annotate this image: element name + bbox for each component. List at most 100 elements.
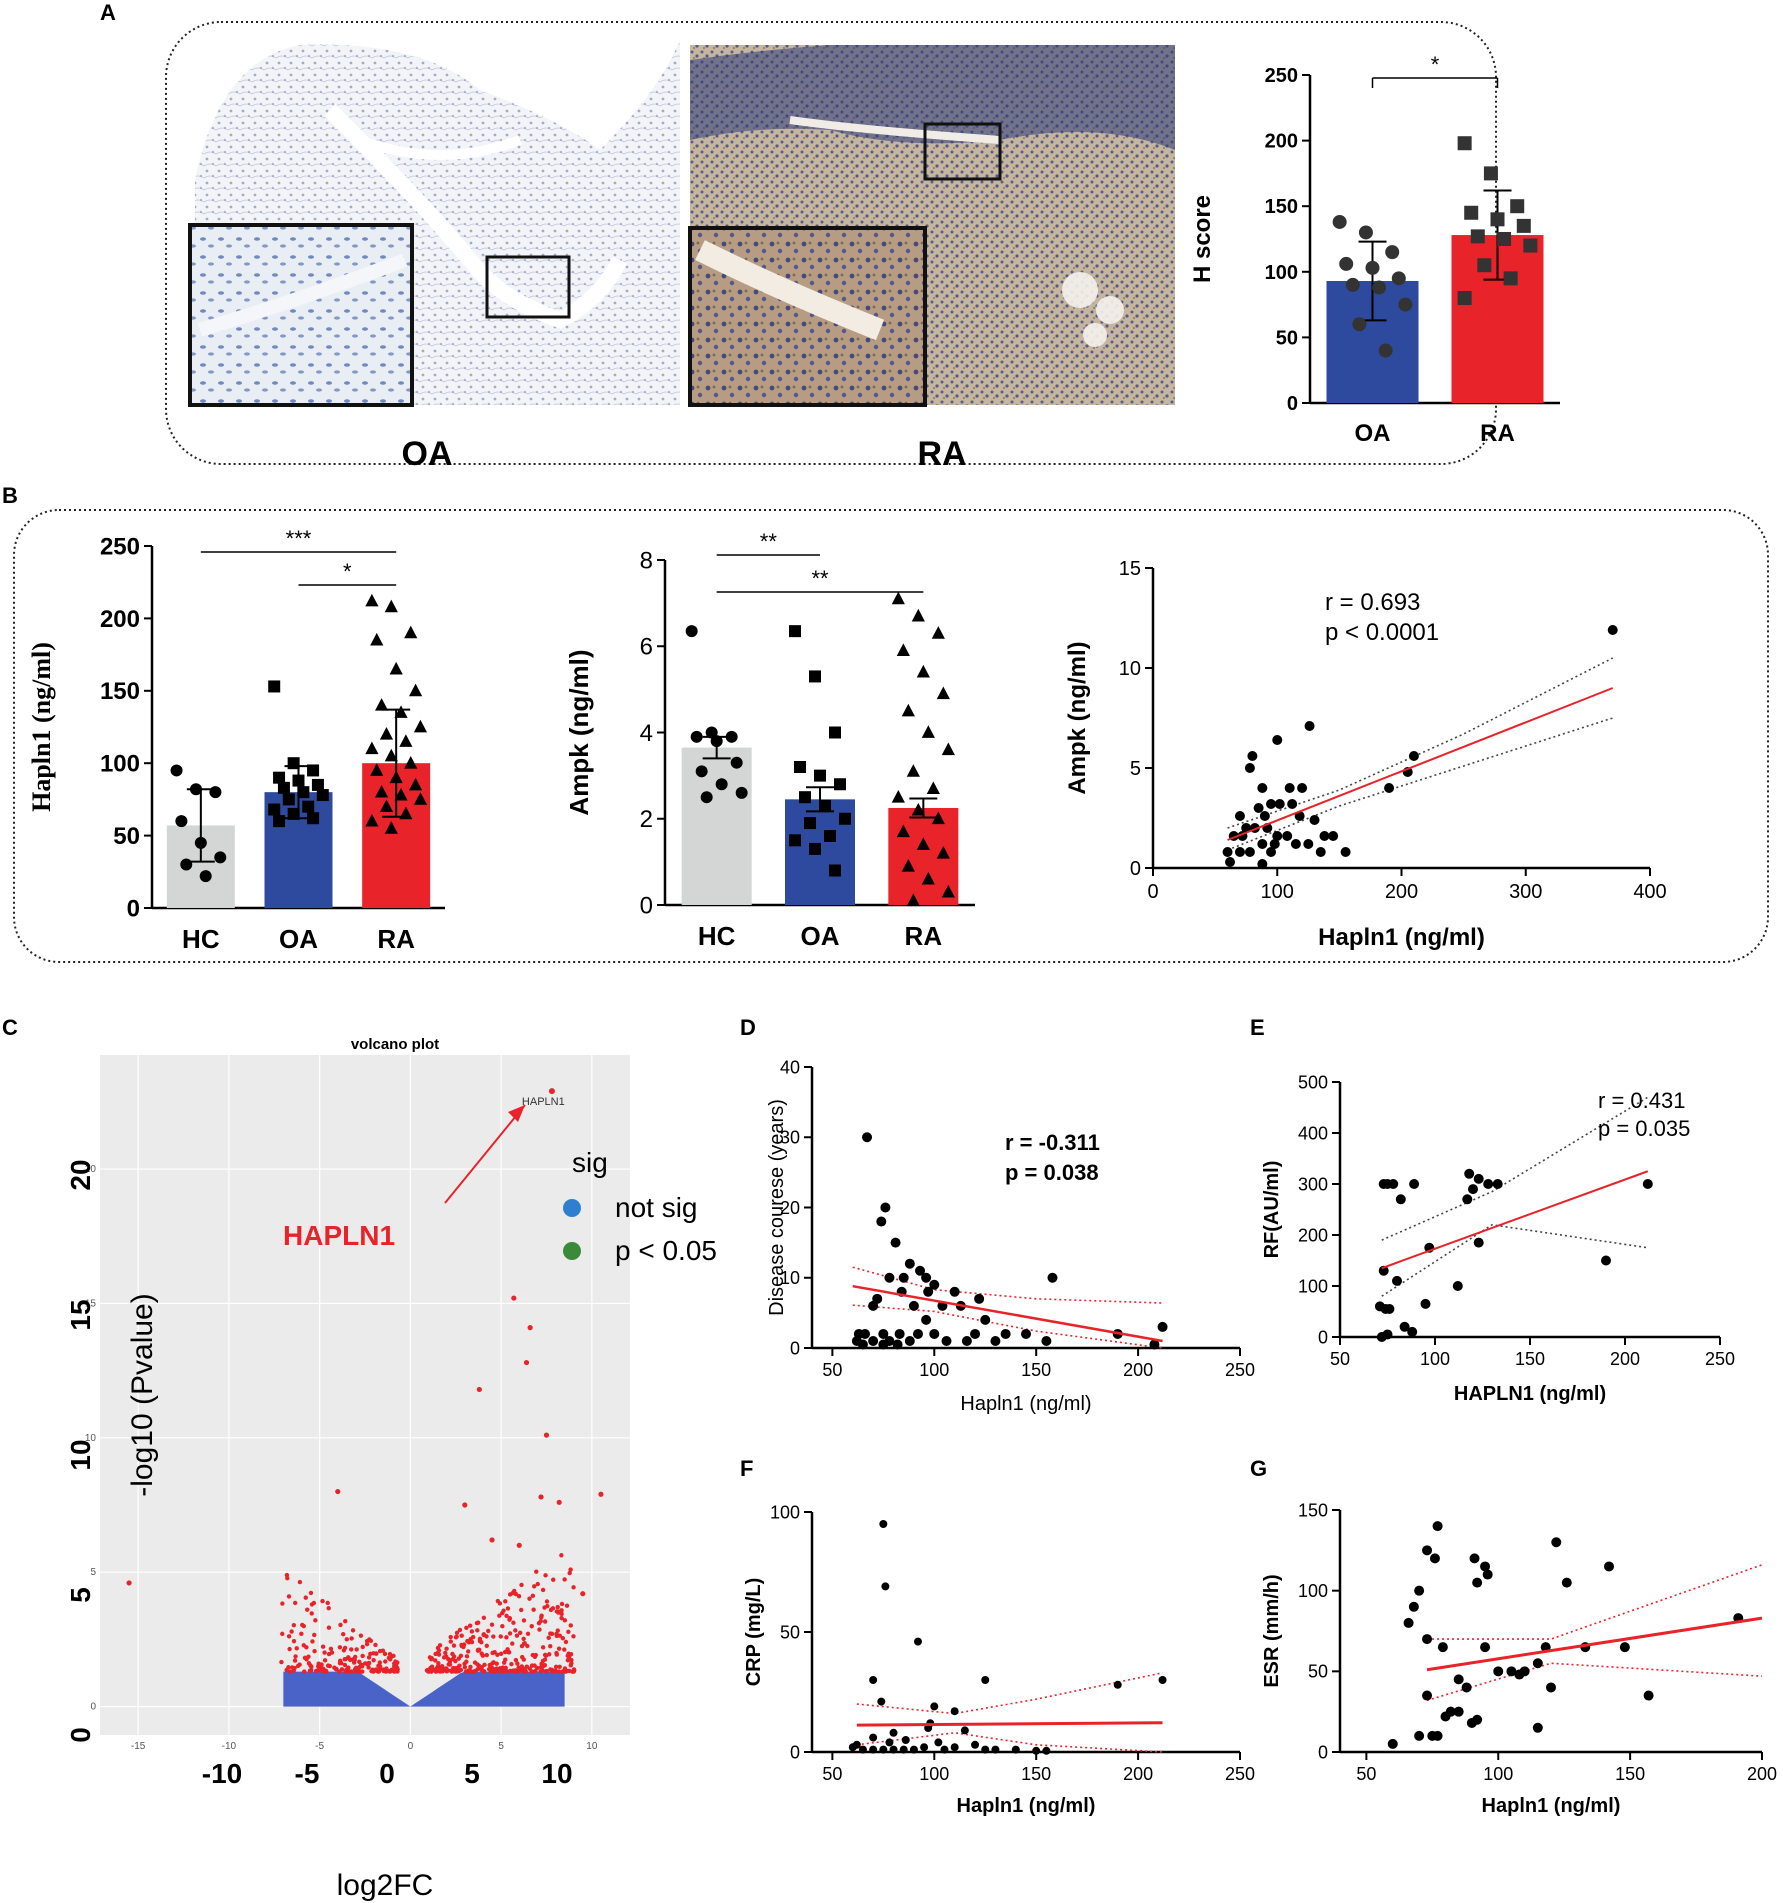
panel-b-hapln1-significance-label: *** [286, 526, 312, 551]
volcano-significant-point [556, 1646, 562, 1651]
volcano-significant-point [291, 1638, 297, 1644]
panel-b-ampk-data-point [921, 871, 935, 885]
panel-a-data-point [1391, 271, 1406, 286]
volcano-significant-point [459, 1642, 464, 1648]
panel-e-x-tick-label: 50 [1330, 1349, 1350, 1369]
panel-b-ampk-data-point [936, 686, 950, 700]
volcano-inner-y-tick-label: 20 [85, 1164, 97, 1175]
panel-d-data-point [990, 1335, 1001, 1346]
volcano-significant-point [358, 1633, 364, 1638]
volcano-significant-point [507, 1631, 513, 1636]
volcano-significant-point [532, 1584, 537, 1589]
panel-f-data-point [960, 1726, 969, 1735]
panel-b-ampk-y-axis-label: Ampk (ng/ml) [564, 649, 594, 815]
panel-d-data-point [892, 1339, 903, 1350]
panel-b-ampk-data-point [941, 884, 955, 898]
volcano-significant-point [497, 1601, 503, 1606]
panel-a-data-point [1503, 271, 1518, 286]
volcano-x-axis-label: log2FC [337, 1869, 434, 1902]
panel-b-ampk-data-point [916, 664, 930, 678]
volcano-significant-point [394, 1665, 400, 1670]
volcano-callout-arrow [444, 1104, 526, 1204]
panel-g-data-point [1440, 1711, 1451, 1722]
panel-d-x-tick-label: 100 [919, 1360, 949, 1380]
volcano-significant-point [542, 1619, 548, 1624]
volcano-significant-point [554, 1652, 560, 1657]
panel-a-data-point [1523, 238, 1538, 253]
panel-d-y-tick-label: 10 [780, 1268, 800, 1288]
panel-d-data-point [941, 1335, 952, 1346]
panel-b-ampk-data-point [824, 830, 836, 842]
volcano-significant-point [556, 1610, 561, 1615]
panel-b-hapln1-data-point [384, 748, 398, 762]
panel-g-data-point [1432, 1730, 1443, 1741]
panel-b-ampk-category-label: RA [905, 921, 943, 951]
panel-b-correlation-data-point [1234, 847, 1245, 857]
panel-g-data-point [1453, 1674, 1464, 1685]
panel-b-hapln1-data-point [399, 806, 413, 820]
volcano-significant-point [454, 1630, 460, 1635]
panel-g-data-point [1437, 1642, 1448, 1653]
volcano-significant-point [511, 1295, 517, 1301]
volcano-x-tick-label: 0 [379, 1758, 395, 1789]
panel-a-data-point [1470, 229, 1485, 244]
volcano-significant-point [516, 1542, 522, 1548]
panel-d-data-point [1047, 1272, 1058, 1283]
panel-g-ci-upper-line [1427, 1564, 1763, 1640]
volcano-significant-point [527, 1596, 532, 1601]
panel-d-data-point [1149, 1339, 1160, 1350]
panel-e-x-tick-label: 250 [1705, 1349, 1735, 1369]
volcano-significant-point [511, 1620, 516, 1625]
panel-b-correlation-data-point [1269, 839, 1280, 849]
volcano-significant-point [354, 1647, 359, 1652]
panel-a-data-point [1477, 258, 1492, 273]
panel-a-data-point [1339, 256, 1354, 271]
panel-b-hapln1-data-point [268, 680, 281, 693]
panel-b-correlation-data-point [1303, 839, 1314, 849]
volcano-significant-point [338, 1622, 343, 1628]
volcano-significant-point [366, 1655, 372, 1660]
volcano-significant-point [364, 1641, 370, 1647]
volcano-significant-point [286, 1634, 292, 1639]
panel-f-data-point [899, 1745, 908, 1754]
volcano-significant-point [465, 1638, 470, 1644]
panel-b-hapln1-y-axis-label: Hapln1 (ng/ml) [27, 642, 56, 812]
volcano-significant-point [436, 1652, 442, 1657]
volcano-significant-point [362, 1661, 368, 1666]
panel-f-data-point [909, 1745, 918, 1754]
panel-b-hapln1-data-point [379, 727, 394, 740]
panel-g-regression-line [1426, 1616, 1763, 1672]
volcano-significant-point [297, 1662, 302, 1667]
volcano-significant-point [489, 1537, 495, 1543]
panel-b-correlation-y-axis-label: Ampk (ng/ml) [1064, 641, 1091, 794]
panel-b-ampk-category-label: OA [801, 921, 840, 951]
panel-b-ampk-data-point [695, 765, 708, 778]
panel-d-data-point [868, 1300, 879, 1311]
volcano-significant-point [304, 1657, 309, 1662]
volcano-significant-point [297, 1579, 303, 1585]
panel-b-correlation-x-tick-label: 0 [1147, 881, 1158, 903]
volcano-significant-point [310, 1639, 315, 1644]
panel-g-data-point [1466, 1717, 1477, 1728]
volcano-callout-arrowhead [508, 1105, 525, 1122]
panel-d-data-point [970, 1328, 981, 1339]
panel-e-data-point [1407, 1326, 1418, 1337]
volcano-significant-point [512, 1668, 517, 1674]
panel-b-ampk-data-point [931, 626, 945, 639]
panel-b-correlation-data-point [1315, 847, 1326, 857]
panel-g-data-point [1514, 1669, 1525, 1680]
volcano-significant-point [562, 1647, 567, 1652]
panel-d-x-tick-label: 250 [1225, 1360, 1255, 1380]
volcano-significant-point [516, 1594, 522, 1599]
volcano-significant-point [500, 1665, 505, 1670]
panel-b-correlation-data-point [1304, 721, 1315, 731]
panel-a-data-point [1490, 212, 1505, 227]
panel-b-hapln1-data-point [214, 851, 227, 864]
panel-b-ampk-data-point [809, 670, 821, 683]
panel-b-ampk-data-point [804, 817, 816, 830]
panel-b-hapln1-data-point [365, 741, 379, 755]
panel-f-y-tick-label: 0 [790, 1742, 800, 1762]
panel-b-correlation-data-point [1257, 859, 1268, 869]
volcano-significant-point [554, 1633, 559, 1639]
panel-f-x-tick-label: 100 [919, 1764, 949, 1784]
